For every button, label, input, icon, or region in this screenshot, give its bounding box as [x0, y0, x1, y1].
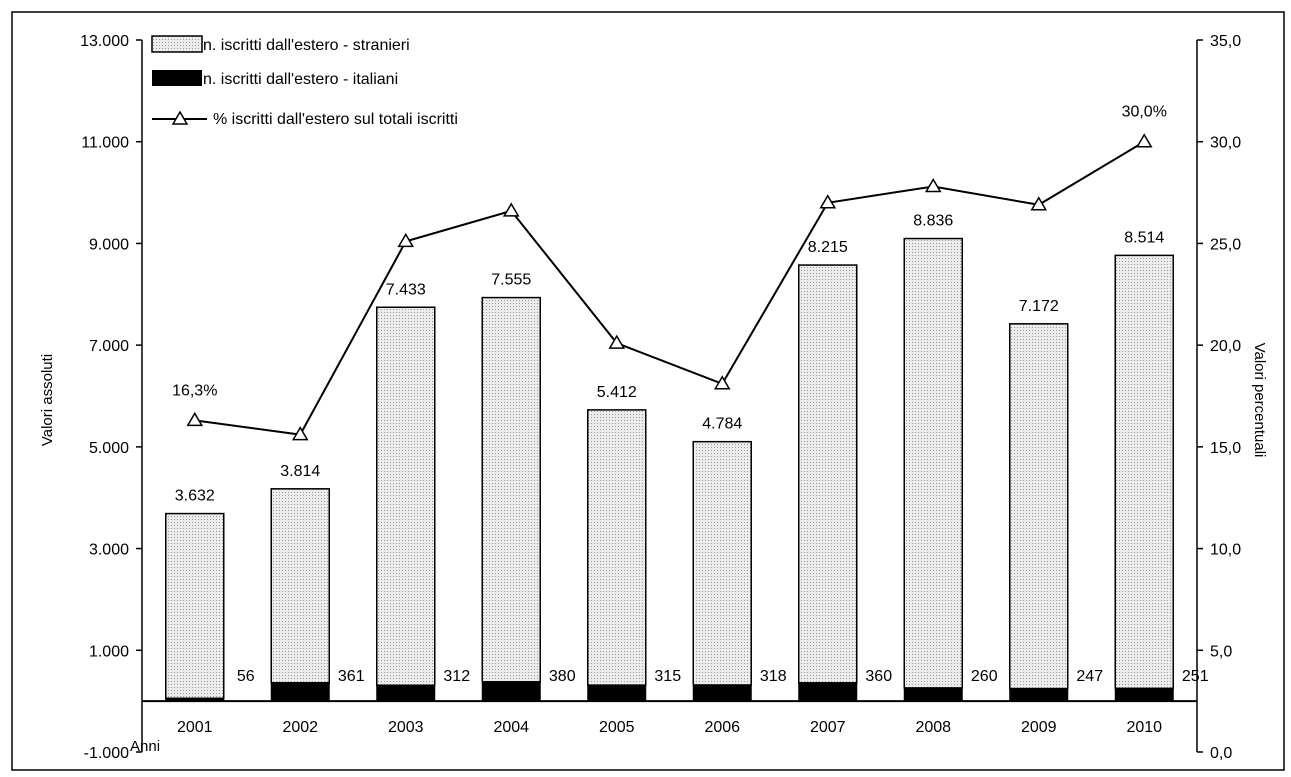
y-tick-label-right: 25,0	[1210, 236, 1241, 253]
x-tick-label-2003: 2003	[388, 719, 424, 736]
y-tick-label-right: 5,0	[1210, 643, 1232, 660]
y-tick-label-right: 20,0	[1210, 338, 1241, 355]
x-tick-label-2002: 2002	[282, 719, 318, 736]
line-percent	[194, 140, 1145, 436]
y-tick-label-right: 0,0	[1210, 745, 1232, 762]
label-italiani-2006: 318	[760, 668, 787, 685]
label-italiani-2001: 56	[237, 668, 255, 685]
label-stranieri-2010: 8.514	[1124, 229, 1164, 246]
x-axis-title: Anni	[130, 738, 160, 755]
bar-italiani-2009	[1009, 688, 1069, 702]
bar-stranieri-2005	[587, 409, 647, 686]
point-percent-2001	[186, 411, 204, 427]
y-tick-label-left: 7.000	[89, 338, 129, 355]
x-tick-label-2006: 2006	[704, 719, 740, 736]
bar-italiani-2007	[798, 682, 858, 702]
label-italiani-2002: 361	[338, 668, 365, 685]
legend-label-percent: % iscritti dall'estero sul totali iscrit…	[213, 111, 458, 128]
label-stranieri-2003: 7.433	[386, 281, 426, 298]
x-tick-label-2007: 2007	[810, 719, 846, 736]
bar-stranieri-2009	[1009, 323, 1069, 690]
label-italiani-2003: 312	[443, 668, 470, 685]
y-tick-label-right: 30,0	[1210, 135, 1241, 152]
y-tick-label-right: 15,0	[1210, 440, 1241, 457]
y-axis-title-right: Valori percentuali	[1251, 343, 1268, 458]
plot-border	[11, 11, 1285, 771]
point-percent-2008	[924, 177, 942, 193]
legend-label-italiani: n. iscritti dall'estero - italiani	[203, 71, 398, 88]
bar-stranieri-2002	[270, 488, 330, 684]
x-tick-label-2005: 2005	[599, 719, 635, 736]
point-percent-2007	[819, 194, 837, 209]
legend-swatch-stranieri	[151, 35, 203, 53]
y-tick-label-left: -1.000	[84, 745, 129, 762]
y-tick-label-right: 10,0	[1210, 542, 1241, 559]
label-stranieri-2002: 3.814	[280, 463, 320, 480]
legend-marker-percent	[171, 110, 189, 125]
x-tick-label-2008: 2008	[915, 719, 951, 736]
point-percent-2006	[713, 375, 731, 390]
y-tick-label-left: 9.000	[89, 236, 129, 253]
point-percent-2009	[1030, 196, 1048, 211]
bar-italiani-2004	[481, 681, 541, 702]
label-stranieri-2001: 3.632	[175, 488, 215, 505]
label-italiani-2005: 315	[654, 668, 681, 685]
legend-label-stranieri: n. iscritti dall'estero - stranieri	[203, 37, 410, 54]
labels-layer: 3.632 56 3.814 361 7.433 312 7.555 380 5.412 315 4…	[172, 104, 1209, 685]
line-layer	[186, 133, 1153, 441]
y-tick-label-left: 3.000	[89, 542, 129, 559]
bar-stranieri-2006	[692, 440, 752, 686]
axes-layer: -1.000 1.000 3.000 5.000 7.000 9.000 11.000 13.…	[39, 33, 1268, 762]
label-italiani-2010: 251	[1182, 668, 1209, 685]
bar-stranieri-2003	[376, 306, 436, 687]
bar-stranieri-2004	[481, 296, 541, 683]
bar-italiani-2002	[270, 682, 330, 702]
bar-italiani-2003	[376, 684, 436, 702]
bar-italiani-2008	[903, 687, 963, 702]
label-stranieri-2007: 8.215	[808, 239, 848, 256]
label-percent-2010: 30,0%	[1122, 104, 1167, 121]
x-tick-label-2010: 2010	[1126, 719, 1162, 736]
y-tick-label-left: 5.000	[89, 440, 129, 457]
y-axis-title-left: Valori assoluti	[39, 354, 56, 446]
bar-stranieri-2010	[1114, 254, 1174, 690]
point-percent-2005	[608, 334, 626, 349]
label-stranieri-2004: 7.555	[491, 272, 531, 289]
label-italiani-2007: 360	[865, 668, 892, 685]
label-italiani-2008: 260	[971, 668, 998, 685]
bar-stranieri-2007	[798, 264, 858, 684]
bar-stranieri-2001	[165, 512, 225, 700]
label-stranieri-2008: 8.836	[913, 213, 953, 230]
x-tick-label-2009: 2009	[1021, 719, 1057, 736]
legend-swatch-italiani	[152, 70, 202, 86]
y-tick-label-left: 11.000	[81, 135, 129, 152]
x-tick-label-2004: 2004	[493, 719, 529, 736]
bars-layer	[165, 237, 1174, 702]
y-tick-label-right: 35,0	[1210, 33, 1241, 50]
point-percent-2010	[1135, 133, 1153, 148]
label-percent-2001: 16,3%	[172, 382, 217, 399]
bar-italiani-2006	[692, 684, 752, 702]
label-stranieri-2005: 5.412	[597, 384, 637, 401]
point-percent-2002	[291, 426, 309, 441]
bar-italiani-2005	[587, 684, 647, 702]
y-tick-label-left: 13.000	[80, 33, 129, 50]
label-italiani-2009: 247	[1076, 668, 1103, 685]
legend: n. iscritti dall'estero - stranieri n. is…	[151, 35, 458, 128]
y-tick-label-left: 1.000	[89, 643, 129, 660]
label-italiani-2004: 380	[549, 668, 576, 685]
x-tick-label-2001: 2001	[177, 719, 213, 736]
label-stranieri-2006: 4.784	[702, 416, 742, 433]
point-percent-2004	[502, 202, 520, 217]
bar-stranieri-2008	[903, 237, 963, 689]
point-percent-2003	[397, 232, 415, 248]
label-stranieri-2009: 7.172	[1019, 298, 1059, 315]
bar-italiani-2010	[1114, 687, 1174, 702]
